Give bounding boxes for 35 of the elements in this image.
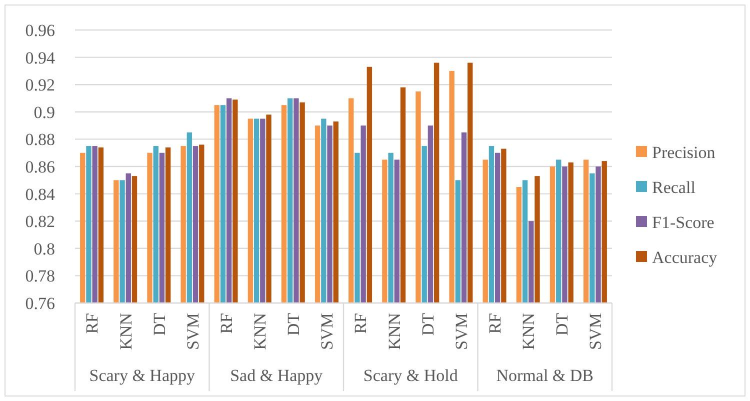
x-tick-label: DT [150, 312, 169, 336]
x-tick-label: RF [351, 313, 370, 334]
y-tick-label: 0.92 [25, 76, 55, 95]
y-tick-label: 0.96 [25, 20, 55, 40]
x-tick-label: RF [485, 313, 504, 334]
legend-label: F1-Score [652, 212, 714, 232]
x-tick-label: DT [284, 312, 304, 336]
x-tick-label: SVM [183, 313, 202, 350]
y-tick-label: 0.84 [25, 184, 56, 204]
x-tick-label: RF [82, 313, 102, 334]
x-tick-label: SVM [586, 313, 606, 350]
text: Scary & Hold [363, 366, 458, 385]
y-tick-label: 0.9 [34, 102, 55, 122]
x-tick-label: KNN [116, 313, 136, 350]
y-tick-label: 0.76 [25, 294, 55, 313]
x-tick-label: KNN [519, 313, 538, 350]
text: Scary & Happy [89, 366, 196, 385]
legend-label: Recall [652, 178, 696, 197]
y-tick-label: 0.86 [25, 157, 55, 176]
x-tick-label: DT [552, 312, 572, 336]
y-tick-label: 0.94 [25, 48, 56, 68]
x-tick-label: KNN [250, 313, 270, 350]
y-tick-label: 0.8 [34, 239, 55, 258]
x-tick-label: KNN [384, 313, 404, 350]
x-tick-label: SVM [318, 313, 337, 350]
legend-label: Accuracy [652, 248, 718, 267]
y-tick-label: 0.78 [25, 266, 55, 286]
legend-label: Precision [652, 142, 716, 162]
x-tick-label: DT [418, 312, 438, 336]
y-tick-label: 0.82 [25, 212, 55, 232]
text: Normal & DB [496, 366, 594, 385]
x-tick-label: RF [216, 313, 236, 334]
x-tick-label: SVM [452, 313, 471, 350]
text: Sad & Happy [230, 366, 324, 385]
y-tick-label: 0.88 [25, 130, 55, 150]
